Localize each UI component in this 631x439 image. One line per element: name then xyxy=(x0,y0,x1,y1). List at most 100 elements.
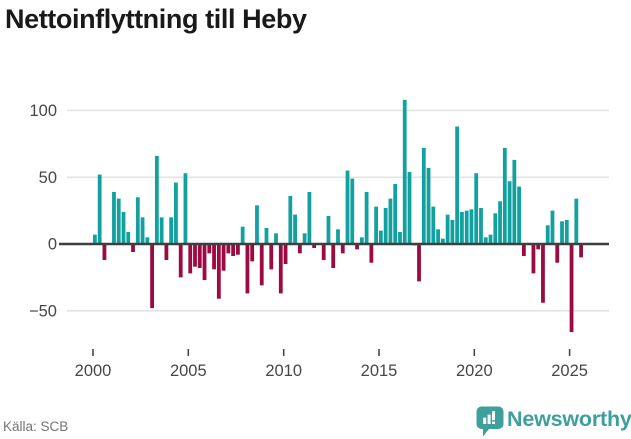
bar-quarter-79 xyxy=(469,209,474,244)
migration-bar-chart: 100 50 0 −50 2000 2005 2010 2015 2020 2025 xyxy=(29,99,609,380)
bar-quarter-43 xyxy=(297,244,302,254)
bar-quarter-51 xyxy=(336,229,340,244)
bar-quarter-53 xyxy=(345,170,350,244)
bar-quarter-62 xyxy=(388,198,393,244)
bar-quarter-93 xyxy=(536,244,541,250)
bar-quarter-37 xyxy=(269,244,274,270)
bar-quarter-31 xyxy=(240,226,245,245)
newsworthy-badge-icon xyxy=(476,406,504,437)
bar-quarter-15 xyxy=(164,244,169,261)
x-axis-label: 2025 xyxy=(551,362,588,380)
chart-bar-medium xyxy=(487,414,491,424)
bar-quarter-98 xyxy=(560,221,564,245)
bar-quarter-55 xyxy=(355,244,359,250)
bar-quarter-92 xyxy=(531,244,536,274)
bar-quarter-2 xyxy=(102,244,107,261)
bar-quarter-97 xyxy=(555,244,560,263)
bar-quarter-102 xyxy=(579,244,583,258)
bar-quarter-54 xyxy=(350,178,355,244)
bar-quarter-20 xyxy=(188,244,193,274)
bar-quarter-27 xyxy=(221,244,226,271)
bar-quarter-39 xyxy=(278,244,283,294)
bar-quarter-49 xyxy=(326,215,331,245)
bar-quarter-85 xyxy=(498,201,502,244)
bar-quarter-61 xyxy=(383,207,388,244)
bar-quarter-23 xyxy=(202,244,207,281)
bar-quarter-13 xyxy=(154,155,159,244)
bar-quarter-42 xyxy=(293,214,297,244)
exclamation-dot xyxy=(492,421,495,424)
bar-quarter-16 xyxy=(169,217,174,244)
bar-quarter-25 xyxy=(212,244,216,270)
bar-quarter-71 xyxy=(431,206,436,244)
bar-quarter-80 xyxy=(474,173,479,244)
bar-quarter-58 xyxy=(369,244,374,263)
bar-quarter-19 xyxy=(183,173,188,244)
bar-quarter-38 xyxy=(274,233,278,244)
bar-quarter-4 xyxy=(112,191,116,244)
bar-quarter-63 xyxy=(393,183,398,244)
bar-quarter-74 xyxy=(445,214,450,244)
bar-quarter-77 xyxy=(460,211,464,244)
y-axis-label: 50 xyxy=(39,169,57,187)
source-label: Källa: SCB xyxy=(3,419,69,434)
bar-quarter-7 xyxy=(126,231,131,245)
bar-quarter-52 xyxy=(340,244,345,254)
bar-quarter-75 xyxy=(450,219,455,244)
bar-quarter-95 xyxy=(545,225,550,244)
bar-quarter-94 xyxy=(541,244,545,303)
bar-quarter-30 xyxy=(236,244,240,255)
bar-quarter-90 xyxy=(521,244,526,257)
bar-quarter-50 xyxy=(331,244,336,269)
bar-quarter-28 xyxy=(226,244,231,254)
bar-quarter-14 xyxy=(159,217,164,244)
bar-quarter-32 xyxy=(245,244,250,294)
newsworthy-logo: Newsworthy xyxy=(476,404,631,437)
x-axis-label: 2010 xyxy=(265,362,302,380)
bar-quarter-34 xyxy=(255,205,259,244)
x-axis-label: 2015 xyxy=(361,362,398,380)
bar-quarter-35 xyxy=(259,244,264,286)
bar-quarter-57 xyxy=(364,191,369,244)
bar-quarter-44 xyxy=(302,233,307,244)
chart-bar-tall xyxy=(492,411,495,421)
x-axis-label: 2000 xyxy=(75,362,112,380)
bar-quarter-88 xyxy=(512,159,517,244)
y-axis-label: 100 xyxy=(29,102,57,120)
bar-quarter-9 xyxy=(135,197,140,245)
bar-quarter-87 xyxy=(507,181,512,244)
bar-quarter-36 xyxy=(264,227,269,244)
bar-quarter-81 xyxy=(479,207,483,244)
bar-quarter-78 xyxy=(464,210,469,245)
bar-quarter-84 xyxy=(493,213,498,244)
bar-quarter-68 xyxy=(417,244,421,282)
newsworthy-wordmark: Newsworthy xyxy=(507,407,631,431)
x-axis-label: 2020 xyxy=(456,362,493,380)
bar-quarter-0 xyxy=(93,234,97,244)
bar-quarter-60 xyxy=(378,230,383,244)
bar-quarter-17 xyxy=(174,182,178,244)
bar-quarter-22 xyxy=(197,244,202,269)
bar-quarter-46 xyxy=(312,244,317,248)
bar-quarter-101 xyxy=(574,198,579,244)
bar-quarter-59 xyxy=(374,206,379,244)
bar-quarter-69 xyxy=(421,147,426,244)
y-axis-label: −50 xyxy=(29,302,57,320)
x-axis-label: 2005 xyxy=(170,362,207,380)
bar-quarter-21 xyxy=(193,244,197,267)
bar-quarter-41 xyxy=(288,195,293,244)
bar-quarter-48 xyxy=(321,244,326,261)
bar-quarter-33 xyxy=(250,244,255,262)
bar-quarter-83 xyxy=(488,234,493,244)
bar-quarter-8 xyxy=(131,244,135,253)
bar-quarter-29 xyxy=(231,244,236,257)
bar-quarter-100 xyxy=(569,244,574,333)
chart-bar-small xyxy=(483,417,487,424)
bar-quarter-11 xyxy=(145,237,150,244)
bar-quarter-56 xyxy=(359,237,364,244)
page-title: Nettoinflyttning till Heby xyxy=(5,4,307,34)
bar-quarter-12 xyxy=(150,244,154,309)
bar-quarter-1 xyxy=(97,174,102,244)
bar-quarter-24 xyxy=(207,244,212,254)
